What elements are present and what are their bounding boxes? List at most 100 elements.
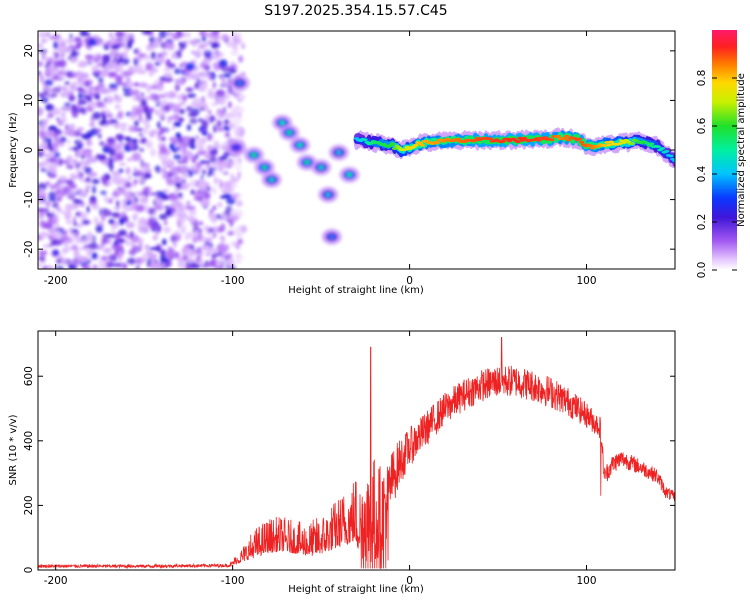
noise-speckle bbox=[235, 259, 242, 264]
noise-speckle bbox=[190, 189, 195, 195]
noise-speckle bbox=[210, 115, 215, 119]
noise-speckle bbox=[156, 36, 162, 44]
noise-speckle bbox=[71, 104, 77, 112]
noise-speckle bbox=[81, 265, 92, 269]
noise-speckle bbox=[71, 81, 79, 85]
noise-speckle bbox=[83, 219, 88, 225]
noise-speckle bbox=[235, 200, 243, 207]
noise-speckle bbox=[125, 242, 134, 246]
noise-speckle bbox=[55, 241, 63, 246]
noise-speckle bbox=[214, 176, 218, 185]
noise-speckle bbox=[84, 189, 90, 193]
ridge-core bbox=[629, 142, 636, 146]
noise-speckle bbox=[77, 62, 87, 68]
noise-speckle bbox=[86, 205, 90, 214]
noise-speckle bbox=[230, 50, 239, 56]
noise-speckle bbox=[67, 179, 73, 187]
noise-speckle bbox=[200, 62, 207, 68]
noise-speckle bbox=[118, 123, 128, 127]
noise-speckle bbox=[44, 84, 51, 92]
noise-speckle bbox=[192, 249, 202, 254]
noise-speckle bbox=[41, 197, 47, 203]
noise-speckle bbox=[133, 235, 140, 243]
noise-speckle bbox=[178, 41, 183, 47]
noise-speckle bbox=[223, 119, 230, 124]
noise-speckle bbox=[216, 202, 223, 208]
noise-speckle bbox=[176, 78, 184, 82]
noise-speckle bbox=[207, 228, 215, 233]
noise-speckle bbox=[227, 231, 235, 236]
noise-speckle bbox=[226, 40, 232, 48]
noise-speckle bbox=[154, 99, 160, 104]
noise-speckle bbox=[215, 259, 222, 267]
ridge-core bbox=[487, 137, 494, 141]
noise-speckle bbox=[218, 156, 228, 161]
ridge-core bbox=[617, 142, 623, 146]
noise-speckle bbox=[94, 128, 102, 132]
noise-speckle bbox=[149, 36, 156, 43]
noise-speckle bbox=[119, 186, 126, 193]
noise-speckle bbox=[221, 79, 225, 83]
noise-speckle bbox=[45, 116, 50, 123]
streak-core bbox=[279, 120, 286, 125]
noise-speckle bbox=[97, 41, 105, 46]
noise-speckle bbox=[38, 129, 47, 137]
noise-speckle bbox=[43, 38, 49, 43]
noise-speckle bbox=[228, 122, 233, 129]
noise-speckle bbox=[47, 198, 57, 202]
noise-speckle bbox=[114, 104, 121, 110]
noise-speckle bbox=[56, 117, 60, 121]
noise-speckle bbox=[204, 191, 211, 200]
noise-speckle bbox=[241, 42, 246, 50]
noise-speckle bbox=[198, 221, 204, 226]
noise-speckle bbox=[55, 188, 63, 196]
noise-speckle bbox=[46, 129, 56, 138]
noise-speckle bbox=[62, 247, 68, 255]
noise-speckle bbox=[219, 235, 225, 240]
ridge-core bbox=[604, 141, 610, 144]
snr-series-line bbox=[38, 337, 675, 570]
noise-speckle bbox=[76, 143, 84, 149]
noise-speckle bbox=[186, 257, 195, 264]
y-tick-label: 0 bbox=[23, 147, 35, 154]
noise-speckle bbox=[183, 31, 192, 38]
noise-speckle bbox=[117, 255, 123, 261]
noise-speckle bbox=[207, 92, 218, 99]
noise-speckle bbox=[64, 81, 70, 86]
noise-speckle bbox=[207, 88, 215, 94]
noise-speckle bbox=[223, 112, 233, 119]
noise-speckle bbox=[145, 251, 153, 256]
noise-speckle bbox=[237, 171, 241, 180]
noise-speckle bbox=[68, 57, 79, 62]
spectrogram-x-ticks: -200 -100 0 100 bbox=[44, 31, 597, 287]
noise-speckle bbox=[209, 209, 214, 214]
noise-speckle bbox=[167, 171, 174, 178]
noise-speckle bbox=[196, 140, 206, 147]
noise-speckle bbox=[53, 213, 59, 222]
noise-speckle bbox=[107, 71, 118, 78]
noise-speckle bbox=[46, 31, 50, 37]
noise-speckle bbox=[133, 178, 138, 185]
noise-speckle bbox=[223, 182, 231, 190]
noise-speckle bbox=[66, 74, 74, 78]
noise-speckle bbox=[105, 40, 112, 48]
noise-speckle bbox=[43, 265, 48, 269]
noise-speckle bbox=[118, 59, 123, 63]
noise-speckle bbox=[171, 114, 181, 121]
noise-speckle bbox=[140, 95, 144, 100]
noise-speckle bbox=[157, 53, 163, 58]
noise-speckle bbox=[166, 77, 174, 82]
noise-speckle bbox=[235, 131, 244, 138]
noise-speckle bbox=[198, 146, 204, 152]
noise-speckle bbox=[233, 33, 242, 38]
noise-speckle bbox=[38, 143, 42, 147]
noise-speckle bbox=[56, 38, 67, 45]
noise-speckle bbox=[180, 101, 186, 105]
noise-speckle bbox=[121, 211, 127, 217]
noise-speckle bbox=[154, 37, 159, 43]
noise-speckle bbox=[189, 143, 193, 149]
ridge-core bbox=[500, 140, 506, 143]
noise-speckle bbox=[134, 120, 139, 127]
noise-speckle bbox=[194, 229, 199, 238]
noise-speckle bbox=[179, 63, 184, 67]
